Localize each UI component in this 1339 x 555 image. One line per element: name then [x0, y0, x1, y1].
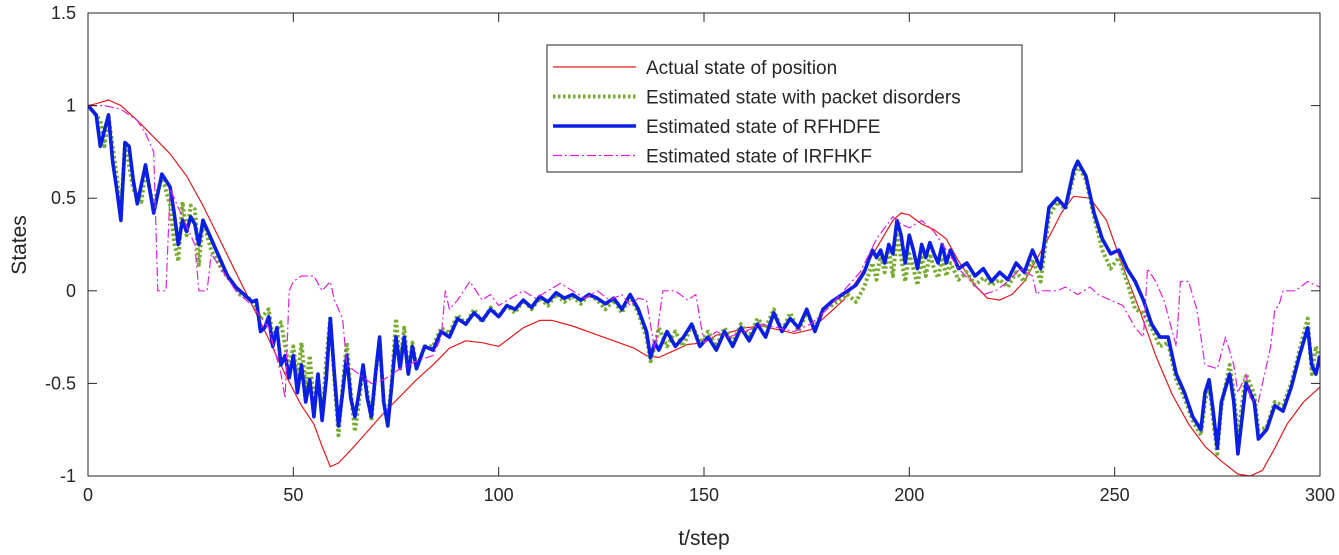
x-tick-label: 150 — [689, 485, 719, 505]
series-line-1 — [88, 99, 1320, 476]
y-tick-label: 1 — [66, 96, 76, 116]
x-tick-label: 300 — [1305, 485, 1335, 505]
legend: Actual state of position Estimated state … — [546, 44, 1023, 173]
x-tick-label: 200 — [894, 485, 924, 505]
x-tick-label: 250 — [1100, 485, 1130, 505]
series-line-3 — [88, 104, 1320, 456]
series-line-4 — [88, 105, 1320, 403]
legend-label-2: Estimated state with packet disorders — [646, 88, 961, 109]
x-tick-label: 100 — [484, 485, 514, 505]
legend-label-3: Estimated state of RFHDFE — [646, 117, 880, 138]
y-tick-label: -0.5 — [45, 373, 76, 393]
y-axis-title: States — [8, 215, 31, 275]
legend-box — [546, 44, 1023, 173]
axes-layer: 0 50 100 150 200 250 300 -1 -0.5 0 0.5 1 1.5 — [45, 3, 1335, 505]
y-tick-label: 0.5 — [51, 188, 76, 208]
x-axis-title: t/step — [678, 527, 729, 550]
x-tick-label: 0 — [83, 485, 93, 505]
legend-label-4: Estimated state of IRFHKF — [646, 147, 872, 168]
legend-label-1: Actual state of position — [646, 58, 837, 79]
y-tick-label: 1.5 — [51, 3, 76, 23]
x-tick-label: 50 — [283, 485, 303, 505]
y-tick-label: 0 — [66, 281, 76, 301]
series-layer — [88, 99, 1320, 476]
y-tick-label: -1 — [60, 466, 76, 486]
series-line-2 — [88, 104, 1320, 456]
